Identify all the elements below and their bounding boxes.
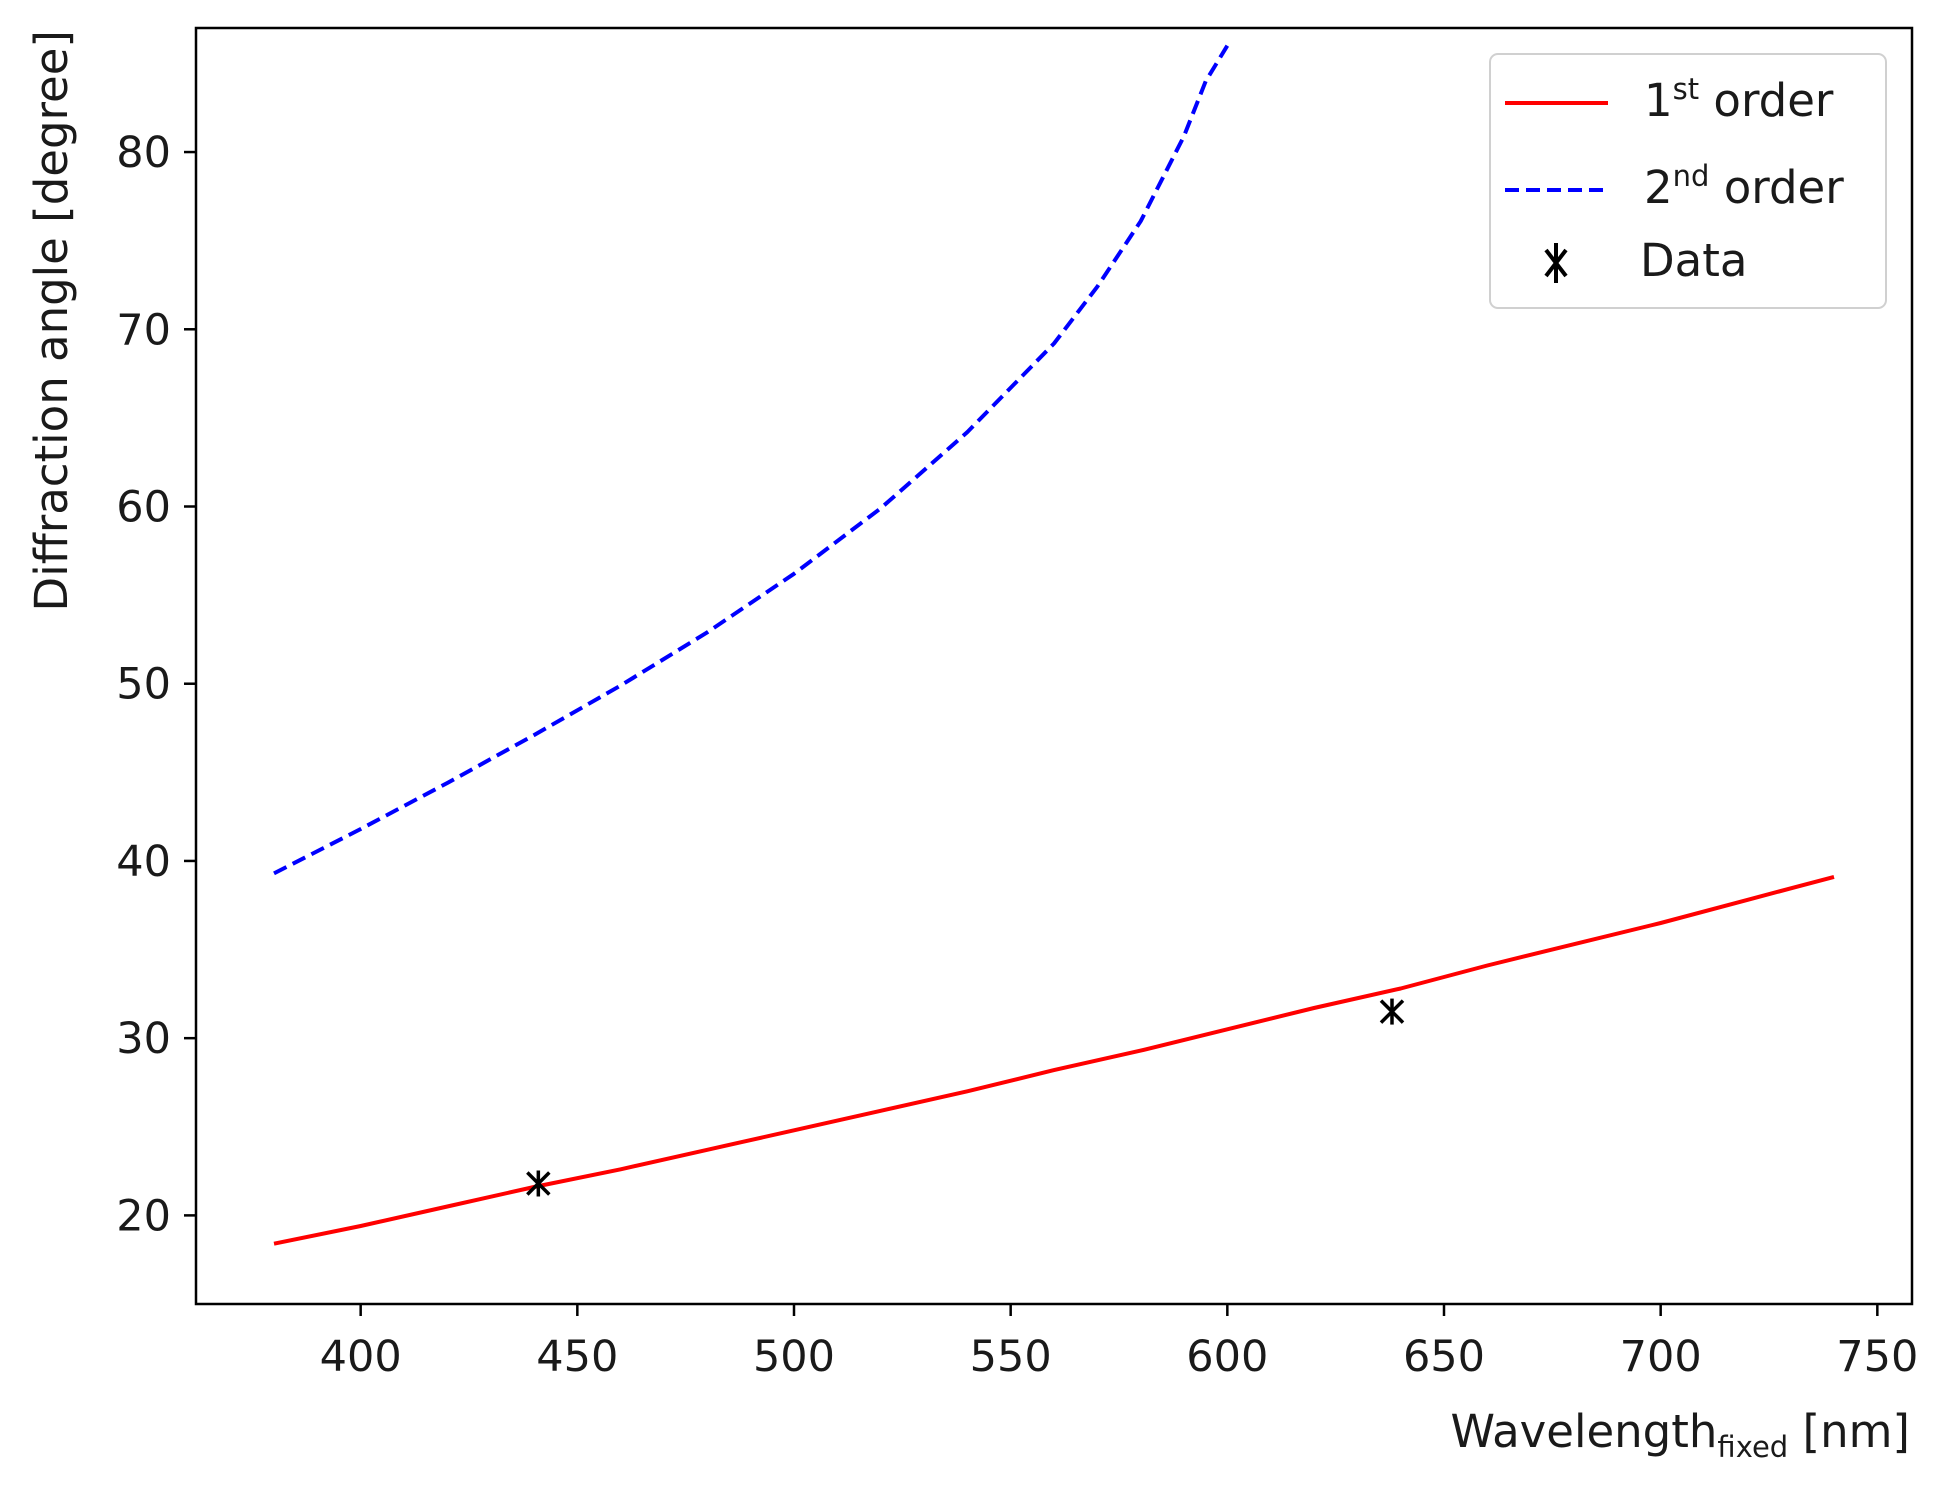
y-tick-label: 20 — [116, 1191, 171, 1241]
y-tick-label: 50 — [116, 660, 171, 710]
data-point-marker — [1379, 998, 1405, 1025]
x-tick-label: 550 — [970, 1332, 1052, 1382]
y-axis-label: Diffraction angle [degree] — [25, 30, 78, 611]
x-tick-label: 600 — [1186, 1332, 1268, 1382]
x-tick-label: 700 — [1620, 1332, 1702, 1382]
legend-label-2nd-order: 2nd order — [1644, 159, 1844, 214]
y-tick-label: 80 — [116, 128, 171, 178]
y-tick-label: 30 — [116, 1014, 171, 1064]
y-tick-label: 70 — [116, 305, 171, 355]
legend-marker-data — [1544, 243, 1568, 283]
series-line-2nd-order — [273, 44, 1230, 876]
legend-label-data: Data — [1640, 234, 1747, 287]
x-tick-label: 650 — [1403, 1332, 1485, 1382]
x-tick-label: 400 — [320, 1332, 402, 1382]
y-tick-label: 60 — [116, 483, 171, 533]
y-tick-label: 40 — [116, 837, 171, 887]
x-tick-label: 450 — [536, 1332, 618, 1382]
data-points-layer — [526, 998, 1405, 1197]
series-line-1st-order — [273, 874, 1835, 1246]
legend: 1st order 2nd order Data — [1489, 53, 1887, 309]
plot-frame — [194, 26, 1914, 1306]
data-point-marker — [526, 1170, 551, 1197]
x-axis-ticks: 400 450 500 550 600 650 700 750 — [320, 1304, 1918, 1382]
y-axis-ticks: 20 30 40 50 60 70 80 — [116, 128, 196, 1241]
x-axis-label: Wavelengthfixed [nm] — [1450, 1405, 1910, 1464]
x-tick-label: 500 — [753, 1332, 835, 1382]
legend-label-1st-order: 1st order — [1644, 72, 1834, 127]
x-tick-label: 750 — [1836, 1332, 1918, 1382]
legend-box — [1489, 53, 1887, 309]
